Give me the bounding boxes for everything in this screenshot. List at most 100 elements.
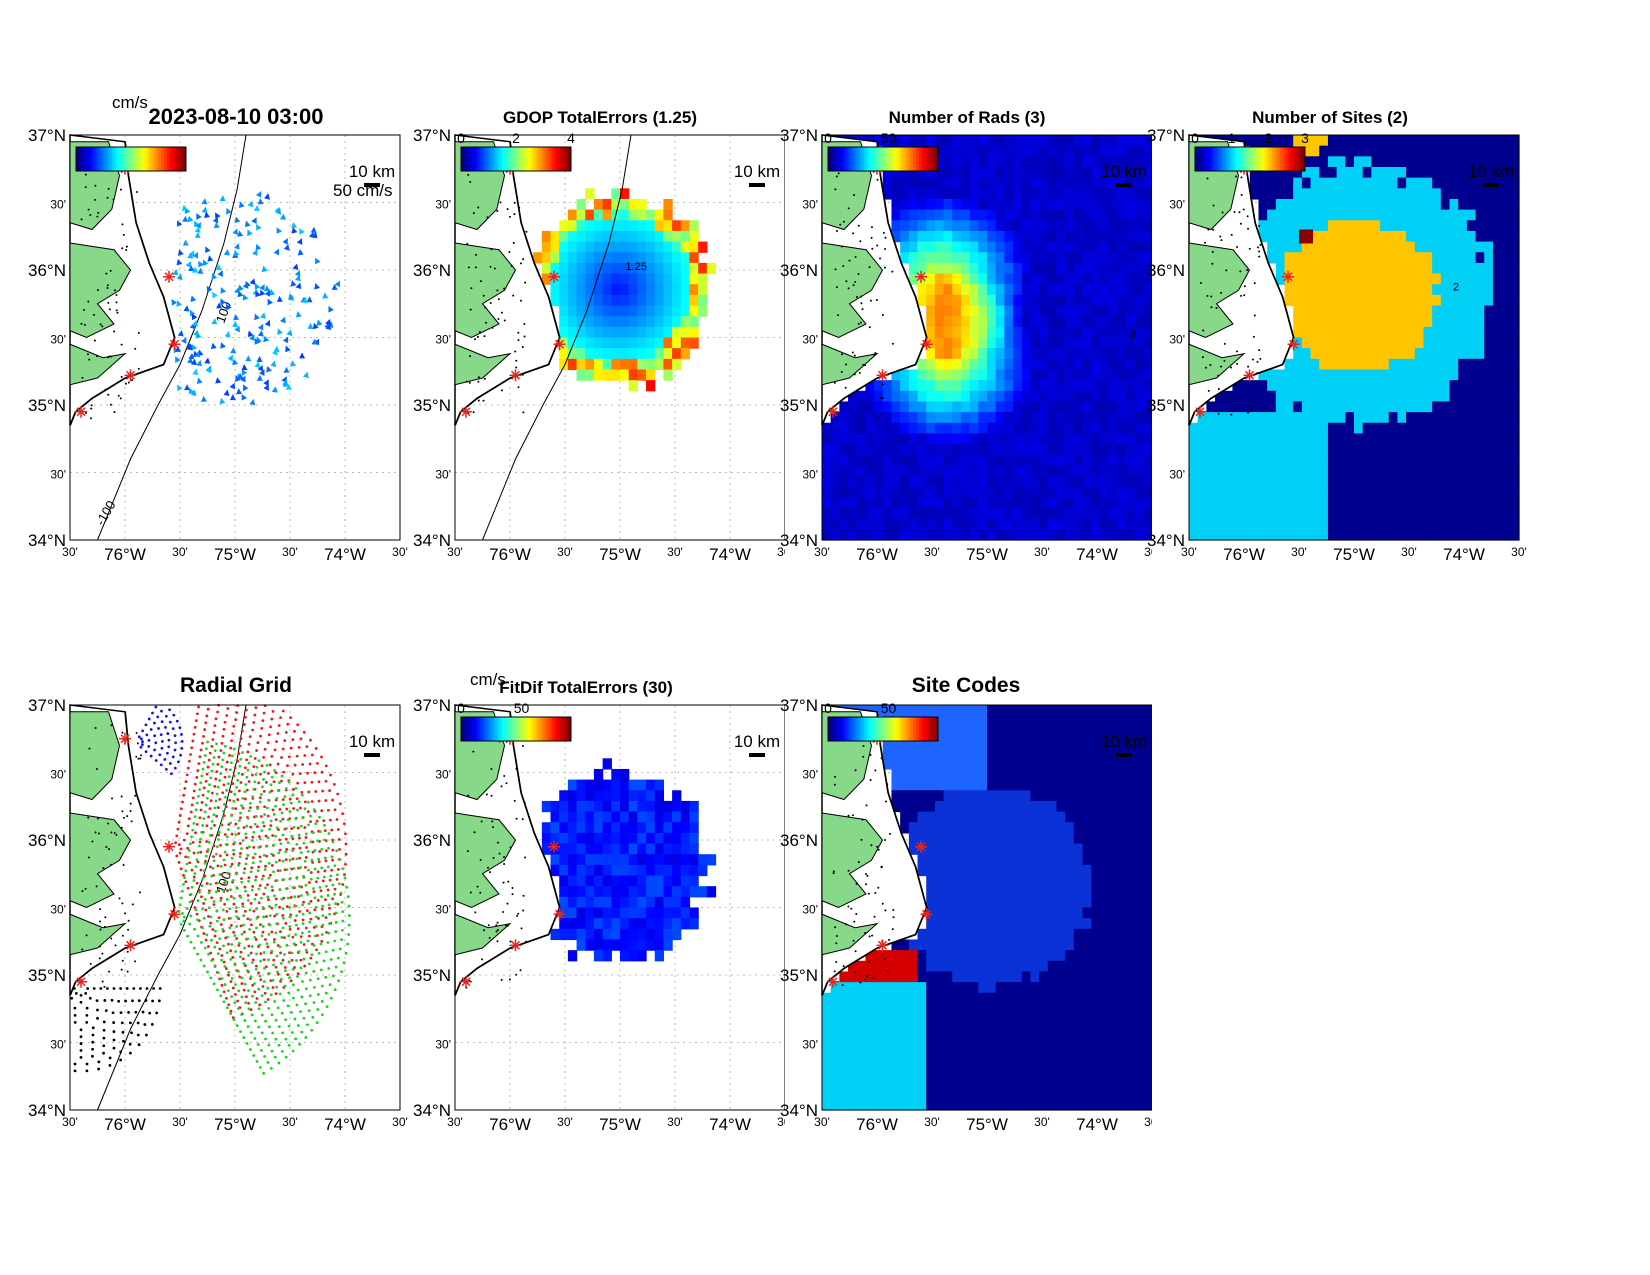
radial-grid-point xyxy=(250,866,254,870)
lon-tick-label: 76°W xyxy=(104,545,146,564)
sites-cell xyxy=(1397,433,1407,445)
sites-cell xyxy=(1440,316,1451,328)
sites-cell xyxy=(1354,241,1364,253)
radial-grid-point xyxy=(159,733,163,737)
rads-cell xyxy=(978,465,988,477)
rads-cell xyxy=(908,230,919,243)
sites-cell xyxy=(1284,454,1294,466)
sites-cell xyxy=(1345,358,1355,371)
gdop-cell xyxy=(593,198,604,211)
rads-cell xyxy=(1047,177,1058,189)
radial-grid-point xyxy=(202,902,206,905)
sites-cell xyxy=(1206,497,1216,509)
sites-cell xyxy=(1206,486,1216,498)
sites-cell xyxy=(1319,305,1329,317)
map-num-rads: 37°N30'36°N30'35°N30'34°N30' 76°W 30' 75°W 3… xyxy=(780,126,1160,564)
gdop-cell xyxy=(689,337,699,349)
sites-cell xyxy=(1449,135,1459,147)
radial-grid-point xyxy=(324,859,328,863)
sites-cell xyxy=(1354,284,1364,296)
isobath-label: -100 xyxy=(93,498,119,528)
rads-cell xyxy=(934,241,945,253)
radial-grid-point xyxy=(177,820,181,824)
radial-grid-point xyxy=(250,923,253,927)
radial-grid-point xyxy=(268,873,272,877)
rads-cell xyxy=(1091,358,1101,371)
lon-tick-label: 76°W xyxy=(104,1115,146,1134)
velocity-arrow xyxy=(266,365,272,373)
rads-cell xyxy=(1108,486,1118,498)
rads-cell xyxy=(1021,380,1032,392)
sites-cell xyxy=(1475,497,1485,509)
rads-cell xyxy=(1073,433,1084,445)
radial-grid-point xyxy=(331,883,335,887)
rads-cell xyxy=(1125,326,1136,339)
island-dot xyxy=(1240,294,1243,297)
colorbar-segment xyxy=(172,147,176,171)
radial-grid-point xyxy=(324,950,328,954)
colorbar-segment xyxy=(529,147,533,171)
sites-cell xyxy=(1319,252,1329,264)
rads-cell xyxy=(1082,294,1092,307)
sites-cell xyxy=(1293,454,1303,466)
radial-grid-point xyxy=(216,785,220,789)
rads-cell xyxy=(1143,177,1153,189)
sites-cell xyxy=(1293,337,1303,349)
rads-cell xyxy=(908,135,919,147)
rads-cell xyxy=(900,476,910,488)
sites-cell xyxy=(1406,241,1416,253)
rads-cell xyxy=(926,348,936,360)
sites-cell xyxy=(1284,529,1294,541)
velocity-arrow xyxy=(232,228,239,235)
sites-cell xyxy=(1319,508,1329,520)
sites-cell xyxy=(1293,380,1303,392)
radial-grid-point xyxy=(261,985,265,988)
rads-cell xyxy=(995,390,1005,403)
velocity-arrow xyxy=(211,318,218,325)
colorbar-segment xyxy=(1214,147,1218,171)
sites-cell xyxy=(1501,220,1511,232)
rads-cell xyxy=(978,422,988,435)
sites-cell xyxy=(1284,465,1294,477)
radial-grid-point xyxy=(278,859,281,862)
colorbar-segment xyxy=(560,147,564,171)
sites-cell xyxy=(1432,348,1442,360)
radial-grid-point xyxy=(274,897,278,901)
rads-cell xyxy=(969,348,979,360)
gdop-cell xyxy=(646,230,656,243)
island-dot xyxy=(121,247,124,250)
sites-cell xyxy=(1319,326,1329,339)
radial-grid-point xyxy=(176,827,180,831)
sites-cell xyxy=(1327,294,1338,307)
rads-cell xyxy=(960,241,971,253)
radial-grid-point xyxy=(199,941,203,944)
rads-cell xyxy=(943,497,953,509)
rads-cell xyxy=(969,135,979,147)
radial-grid-point xyxy=(229,888,232,892)
gdop-cell xyxy=(628,369,638,381)
gdop-cell xyxy=(576,348,586,360)
sites-cell xyxy=(1397,209,1407,221)
radial-grid-point xyxy=(295,1003,299,1007)
colorbar-segment xyxy=(166,147,170,171)
sites-cell xyxy=(1501,412,1511,424)
rads-cell xyxy=(856,412,867,424)
radial-grid-point xyxy=(203,728,207,731)
sites-cell xyxy=(1362,422,1372,435)
rads-cell xyxy=(908,444,919,456)
colorbar-segment xyxy=(546,147,550,171)
velocity-arrow xyxy=(232,358,238,366)
sites-cell xyxy=(1449,241,1459,253)
sites-cell xyxy=(1354,433,1364,445)
radial-grid-point xyxy=(177,843,181,847)
velocity-arrow xyxy=(299,352,306,359)
rads-cell xyxy=(1125,508,1136,520)
velocity-arrow xyxy=(272,349,278,356)
radial-grid-point xyxy=(224,805,228,809)
radial-grid-point xyxy=(237,752,241,755)
radial-grid-point xyxy=(240,1013,244,1016)
radial-grid-point xyxy=(313,867,317,871)
rads-cell xyxy=(1134,337,1144,349)
rads-cell xyxy=(934,262,945,275)
sites-cell xyxy=(1492,166,1503,179)
